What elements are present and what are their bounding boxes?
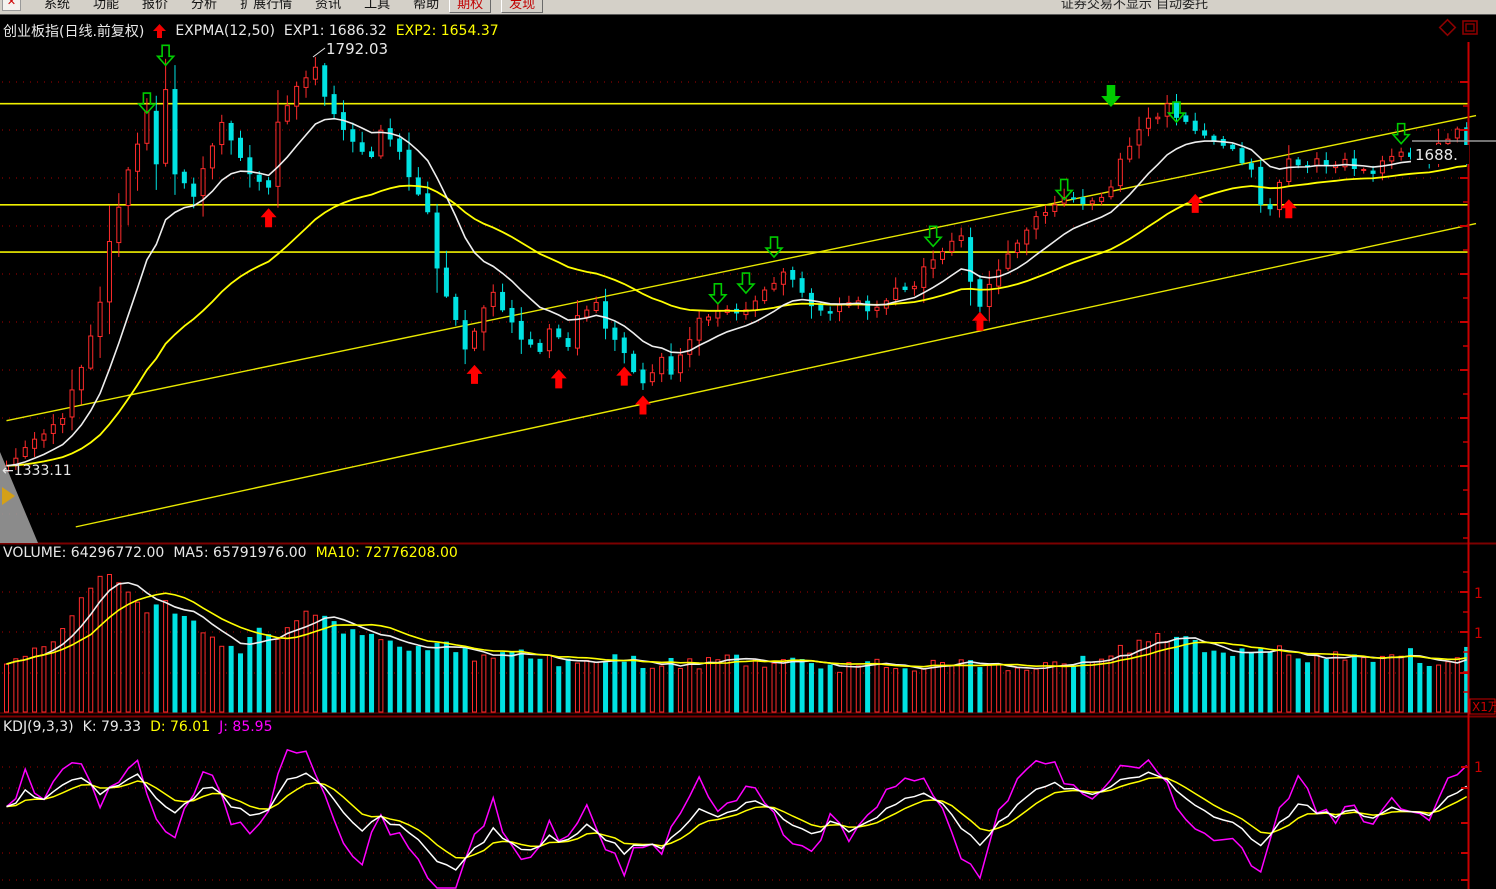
menu-help[interactable]: 帮助 <box>413 0 440 12</box>
window-icon <box>1462 20 1478 35</box>
menu-analysis[interactable]: 分析 <box>191 0 218 12</box>
buy-arrow-icon <box>634 395 651 415</box>
kdj-j-value: J: 85.95 <box>219 719 273 735</box>
exp2-line <box>6 165 1467 467</box>
sell-arrow-icon <box>137 92 157 115</box>
buy-arrow-icon <box>466 364 483 384</box>
exp2-value: EXP2: 1654.37 <box>395 23 499 39</box>
buy-arrow-icon <box>616 366 633 386</box>
gridlines <box>2 81 1468 881</box>
symbol-title: 创业板指(日线.前复权) <box>3 24 145 40</box>
kdj-panel-header: KDJ(9,3,3) K: 79.33 D: 76.01 J: 85.95 <box>3 719 272 735</box>
high-price-label: 1792.03 <box>326 40 389 58</box>
sell-arrow-icon <box>1391 122 1411 145</box>
exp1-value: EXP1: 1686.32 <box>283 23 387 39</box>
low-price-label: ←1333.11 <box>2 463 72 479</box>
sell-arrow-icon <box>923 225 943 248</box>
axes: 1 1 1 X1万 1688. <box>0 42 1496 889</box>
buy-arrow-icon <box>1280 199 1297 219</box>
drawn-trend-lines[interactable] <box>0 102 1477 528</box>
volume-value: VOLUME: 64296772.00 <box>3 545 165 561</box>
buy-arrow-icon <box>1187 193 1204 213</box>
menu-options-button[interactable]: 期权 <box>449 0 492 13</box>
app-logo-icon[interactable]: ✕ <box>2 0 21 11</box>
sell-arrow-icon <box>1101 85 1121 108</box>
kdj-lines <box>6 748 1468 889</box>
sell-arrow-icon <box>736 272 756 295</box>
volume-multiplier-label: X1万 <box>1472 700 1496 714</box>
buy-arrow-icon <box>550 369 567 389</box>
menu-tools[interactable]: 工具 <box>364 0 391 12</box>
up-arrow-icon <box>153 24 167 38</box>
sell-arrow-icon <box>1054 178 1074 201</box>
kdj-axis-label: 1 <box>1474 760 1483 776</box>
last-price-label: 1688. <box>1415 146 1458 164</box>
menu-bar: ✕ 系统 功能 报价 分析 扩展行情 资讯 工具 帮助 期权 发现 证券交易不显… <box>0 0 1496 15</box>
sell-arrow-icon <box>764 236 784 259</box>
sell-arrow-icon <box>155 44 176 67</box>
signal-arrows <box>137 44 1411 415</box>
volume-ma10-value: MA10: 72776208.00 <box>315 545 458 561</box>
kdj-name: KDJ(9,3,3) <box>3 719 74 735</box>
volume-bars <box>4 574 1470 713</box>
menu-discover-button[interactable]: 发现 <box>501 0 544 13</box>
volume-axis-label: 1 <box>1474 586 1483 602</box>
menu-extended-quotes[interactable]: 扩展行情 <box>240 0 293 12</box>
main-panel-header: 创业板指(日线.前复权) EXPMA(12,50) EXP1: 1686.32 … <box>3 21 499 41</box>
indicator-name: EXPMA(12,50) <box>175 23 275 39</box>
volume-panel-header: VOLUME: 64296772.00 MA5: 65791976.00 MA1… <box>3 545 458 561</box>
menu-news[interactable]: 资讯 <box>315 0 342 12</box>
candlesticks <box>4 57 1470 472</box>
buy-arrow-icon <box>971 311 988 331</box>
menu-quotes[interactable]: 报价 <box>142 0 169 12</box>
menu-system[interactable]: 系统 <box>44 0 71 12</box>
window-controls[interactable] <box>1438 18 1478 37</box>
corner-marker <box>0 452 38 543</box>
buy-arrow-icon <box>260 208 277 228</box>
sell-arrow-icon <box>1166 101 1187 124</box>
kdj-d-value: D: 76.01 <box>150 719 211 735</box>
volume-ma5-value: MA5: 65791976.00 <box>173 545 307 561</box>
diamond-icon <box>1438 18 1457 37</box>
window-inner-icon <box>1465 23 1475 32</box>
menu-status-note: 证券交易不显示 自动委托 <box>1060 0 1208 12</box>
menu-function[interactable]: 功能 <box>93 0 120 12</box>
play-marker-icon <box>2 487 15 505</box>
sell-arrow-icon <box>708 283 728 306</box>
kdj-k-value: K: 79.33 <box>82 719 142 735</box>
volume-axis-label: 1 <box>1474 626 1483 642</box>
exp1-line <box>6 117 1467 467</box>
